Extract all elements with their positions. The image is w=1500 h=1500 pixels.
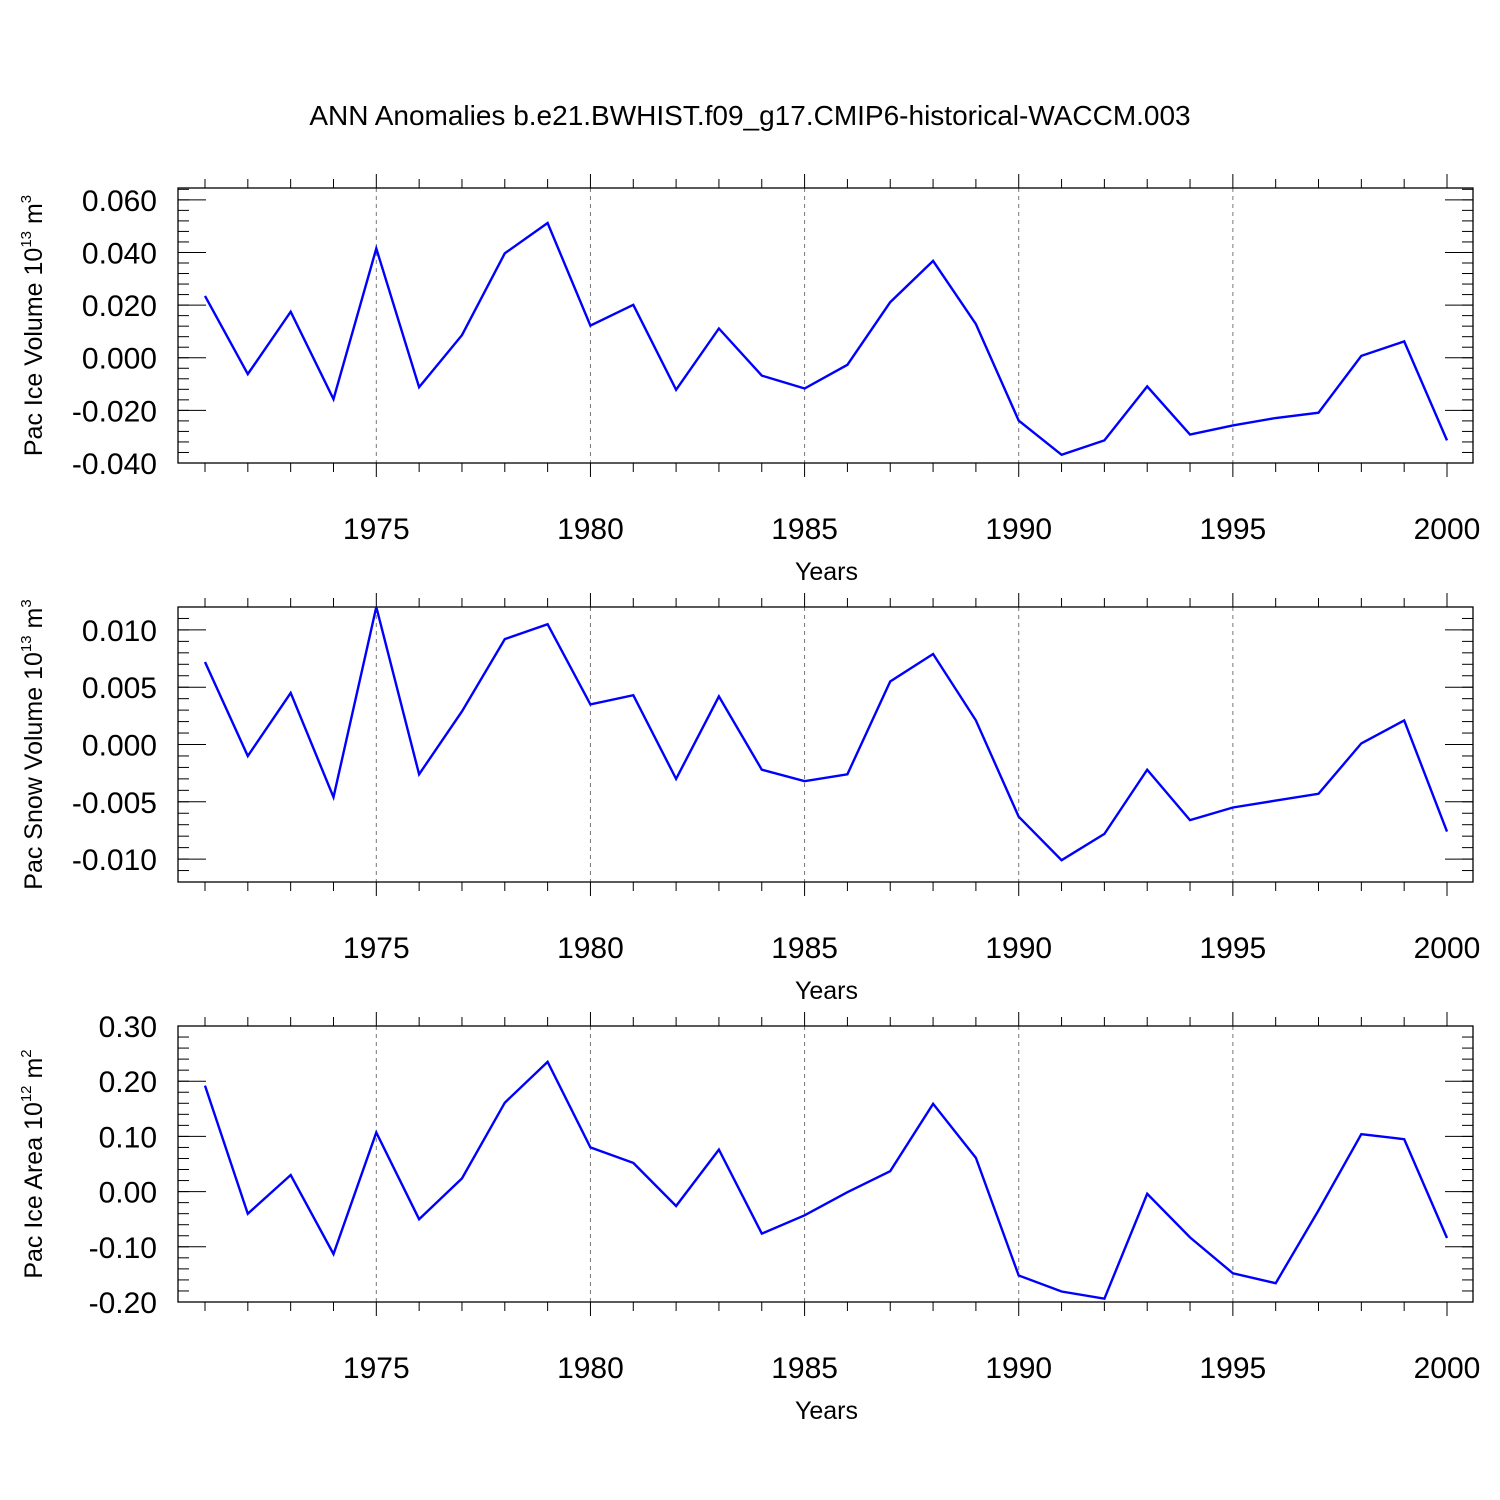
- y-tick-label: 0.040: [82, 237, 157, 270]
- y-axis-label-text: m: [20, 1058, 48, 1086]
- x-tick-label: 1995: [1199, 932, 1266, 965]
- y-tick-label: -0.20: [89, 1287, 157, 1320]
- y-axis-label-text: Pac Ice Area 10: [20, 1102, 48, 1279]
- x-tick-label: 2000: [1414, 1352, 1481, 1385]
- y-axis-label-exponent: 12: [18, 1085, 35, 1102]
- x-axis-label: Years: [795, 1397, 858, 1425]
- panel-1: 0.060 0.040 0.020 0.000 -0.020 -0.040 1975 1980…: [18, 174, 1480, 586]
- y-axis-label-exponent: 3: [18, 599, 35, 607]
- x-tick-label: 1995: [1199, 1352, 1266, 1385]
- y-axis-label-text: Pac Snow Volume 10: [20, 652, 48, 890]
- x-tick-label: 1975: [343, 932, 410, 965]
- y-axis-label-exponent: 3: [18, 195, 35, 203]
- x-tick-label: 1975: [343, 1352, 410, 1385]
- x-tick-label: 1985: [771, 932, 838, 965]
- y-axis-label: Pac Ice Volume 1013 m3: [18, 195, 48, 456]
- x-axis-label: Years: [795, 558, 858, 586]
- y-tick-label: -0.10: [89, 1232, 157, 1265]
- y-axis-label: Pac Ice Area 1012 m2: [18, 1049, 48, 1278]
- x-tick-label: 1990: [985, 513, 1052, 546]
- y-axis-label-text: m: [20, 203, 48, 231]
- panel-2: 0.010 0.005 0.000 -0.005 -0.010 1975 1980 1985 1…: [18, 593, 1480, 1005]
- x-axis-label: Years: [795, 977, 858, 1005]
- x-tick-label: 1985: [771, 513, 838, 546]
- x-tick-label: 1975: [343, 513, 410, 546]
- series-line: [203, 1059, 1449, 1301]
- x-tick-label: 1980: [557, 513, 624, 546]
- y-tick-label: 0.000: [82, 730, 157, 763]
- y-tick-label: 0.060: [82, 185, 157, 218]
- y-tick-label: 0.10: [99, 1121, 157, 1154]
- y-tick-label: 0.005: [82, 672, 157, 705]
- y-axis-label-exponent: 13: [18, 231, 35, 248]
- x-tick-label: 1980: [557, 932, 624, 965]
- y-axis-label-exponent: 13: [18, 635, 35, 652]
- y-tick-label: -0.040: [72, 448, 157, 481]
- y-tick-label: 0.00: [99, 1177, 157, 1210]
- y-tick-label: -0.010: [72, 844, 157, 877]
- y-tick-label: 0.000: [82, 343, 157, 376]
- y-tick-label: 0.020: [82, 290, 157, 323]
- series-line: [203, 221, 1449, 457]
- y-axis-label-text: Pac Ice Volume 10: [20, 248, 48, 456]
- panels: 0.060 0.040 0.020 0.000 -0.020 -0.040 1975 1980…: [18, 174, 1480, 1425]
- x-tick-label: 1980: [557, 1352, 624, 1385]
- x-tick-label: 2000: [1414, 513, 1481, 546]
- x-tick-label: 1985: [771, 1352, 838, 1385]
- plot-frame: [177, 187, 1474, 464]
- x-tick-label: 1995: [1199, 513, 1266, 546]
- y-tick-label: -0.005: [72, 787, 157, 820]
- x-tick-label: 2000: [1414, 932, 1481, 965]
- y-tick-label: 0.30: [99, 1011, 157, 1044]
- y-axis-label-text: m: [20, 608, 48, 636]
- x-tick-label: 1990: [985, 932, 1052, 965]
- x-tick-label: 1990: [985, 1352, 1052, 1385]
- series-line: [203, 606, 1449, 862]
- y-tick-label: 0.20: [99, 1066, 157, 1099]
- figure-title: ANN Anomalies b.e21.BWHIST.f09_g17.CMIP6…: [309, 100, 1190, 131]
- plot-frame: [177, 606, 1474, 883]
- plot-frame: [177, 1025, 1474, 1303]
- y-axis-label: Pac Snow Volume 1013 m3: [18, 599, 48, 889]
- y-tick-label: 0.010: [82, 615, 157, 648]
- panel-3: 0.30 0.20 0.10 0.00 -0.10 -0.20 1975 1980 1985 19…: [18, 1011, 1480, 1425]
- y-axis-label-exponent: 2: [18, 1049, 35, 1057]
- y-tick-label: -0.020: [72, 395, 157, 428]
